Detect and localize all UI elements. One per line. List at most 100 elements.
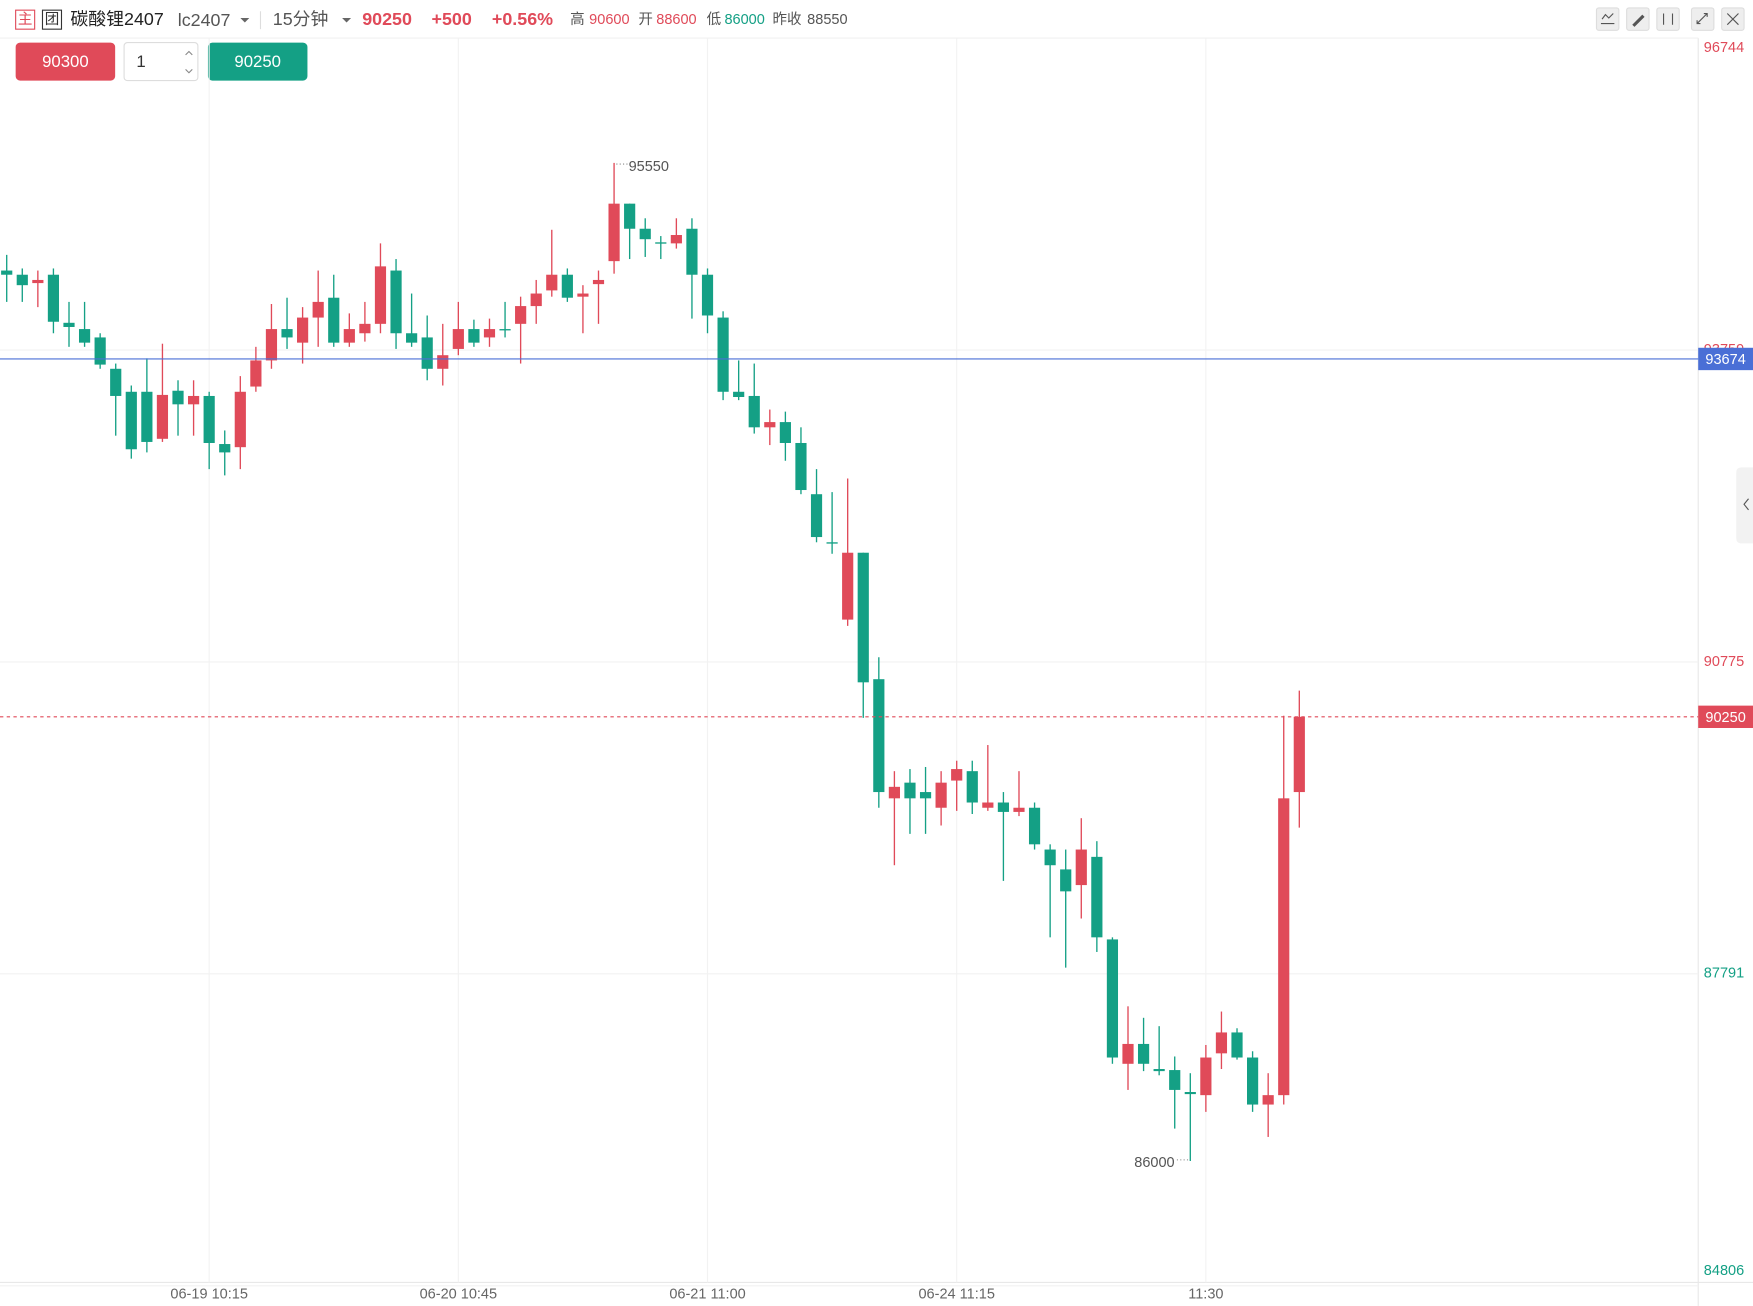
candle-body [1028, 807, 1041, 845]
candle-body [1137, 1043, 1150, 1064]
candle-body [764, 422, 776, 428]
candle-body [1247, 1057, 1259, 1105]
prev-close-label: 昨收 [773, 11, 802, 28]
x-tick-label: 06-21 11:00 [669, 1287, 745, 1303]
high-value: 90600 [589, 12, 629, 28]
plot: 848068779190775937599674406-19 10:1506-2… [0, 37, 1753, 1303]
candle-body [234, 391, 246, 448]
candle-body [966, 771, 978, 803]
candle-body [32, 279, 44, 284]
candle-body [779, 422, 791, 443]
candle-body [188, 395, 200, 405]
candle-body [1044, 849, 1056, 866]
period[interactable]: 15分钟 [273, 9, 329, 29]
icon-button[interactable] [1690, 7, 1715, 31]
sell-button[interactable] [15, 42, 116, 81]
order-panel: 90300 1 90250 [15, 42, 308, 82]
candle-body [1293, 716, 1305, 793]
candle-body [483, 329, 496, 338]
candle-body [1013, 807, 1025, 812]
candle-body [328, 297, 340, 343]
icon-button[interactable] [1656, 7, 1680, 31]
badge-group[interactable]: 团 [45, 12, 60, 28]
quantity[interactable]: 1 [136, 52, 145, 71]
candle-body [1122, 1043, 1134, 1064]
candle-body [670, 235, 682, 244]
candle-body [1169, 1070, 1181, 1090]
candle-body [468, 329, 480, 343]
icon [1663, 13, 1674, 25]
ask-price[interactable]: 90300 [42, 52, 89, 71]
badge-main[interactable]: 主 [18, 11, 33, 28]
badge-box[interactable] [41, 9, 63, 30]
price-line-label-box [1698, 347, 1753, 371]
candle-body [297, 317, 309, 343]
candle-body [919, 792, 932, 799]
candle-body [437, 355, 449, 369]
icon [1726, 13, 1739, 26]
candle-body [265, 329, 278, 361]
candle-body [997, 802, 1010, 812]
candle-body [141, 391, 153, 442]
y-tick-label: 90775 [1704, 654, 1744, 670]
candle-body [1091, 856, 1103, 938]
candle-body [546, 274, 558, 291]
candle-body [873, 679, 885, 793]
candle-body [561, 274, 573, 298]
candle-body [406, 333, 418, 343]
icon [1600, 13, 1615, 25]
badge-box[interactable] [15, 9, 36, 30]
candle-body [499, 329, 511, 331]
icon-button[interactable] [1595, 7, 1620, 31]
buy-button[interactable] [207, 42, 308, 81]
candle-body [1075, 849, 1087, 886]
x-tick-label: 06-19 10:15 [170, 1287, 247, 1303]
candle-body [63, 322, 75, 327]
candle-body [1278, 798, 1290, 1096]
code[interactable]: lc2407 [178, 10, 231, 30]
low-annotation: 86000 [1134, 1155, 1174, 1171]
candle-body [281, 329, 293, 338]
icon [1696, 12, 1708, 25]
candle-body [701, 274, 714, 316]
candle-body [1262, 1095, 1274, 1105]
candle-body [1184, 1092, 1196, 1095]
candle-body [1, 270, 13, 275]
candle-body [577, 293, 589, 297]
candle-body [515, 306, 527, 324]
candle-body [219, 444, 231, 453]
dropdown-arrow[interactable] [240, 17, 250, 23]
candle-body [390, 270, 402, 334]
candle-body [94, 337, 106, 365]
x-tick-label: 06-24 11:15 [918, 1287, 994, 1303]
candle-body [655, 242, 667, 244]
candle-body [1060, 869, 1072, 892]
high-label: 高 [570, 11, 585, 28]
candle-body [1215, 1032, 1228, 1054]
y-tick-label: 96744 [1704, 40, 1744, 56]
candle-body [717, 317, 729, 392]
candle-body [624, 203, 636, 229]
candle-body [592, 279, 605, 285]
candle-body [452, 329, 464, 349]
candle-body [110, 368, 122, 396]
candle-body [312, 301, 324, 318]
candle-body [888, 786, 900, 799]
candle-body [1231, 1032, 1243, 1058]
candle-body [1153, 1069, 1165, 1072]
icon [1632, 14, 1645, 27]
candle-body [359, 323, 371, 334]
dropdown-arrow[interactable] [342, 17, 352, 23]
spinner[interactable] [185, 50, 193, 74]
candle-body [1200, 1057, 1212, 1096]
candle-body [608, 203, 620, 262]
candle-body [343, 329, 355, 343]
candle-body [156, 394, 169, 439]
candle-body [203, 395, 215, 443]
quantity-input[interactable] [123, 42, 199, 82]
candle-body [857, 552, 869, 683]
price-line-label: 93674 [1705, 352, 1745, 368]
bid-price[interactable]: 90250 [234, 52, 281, 71]
